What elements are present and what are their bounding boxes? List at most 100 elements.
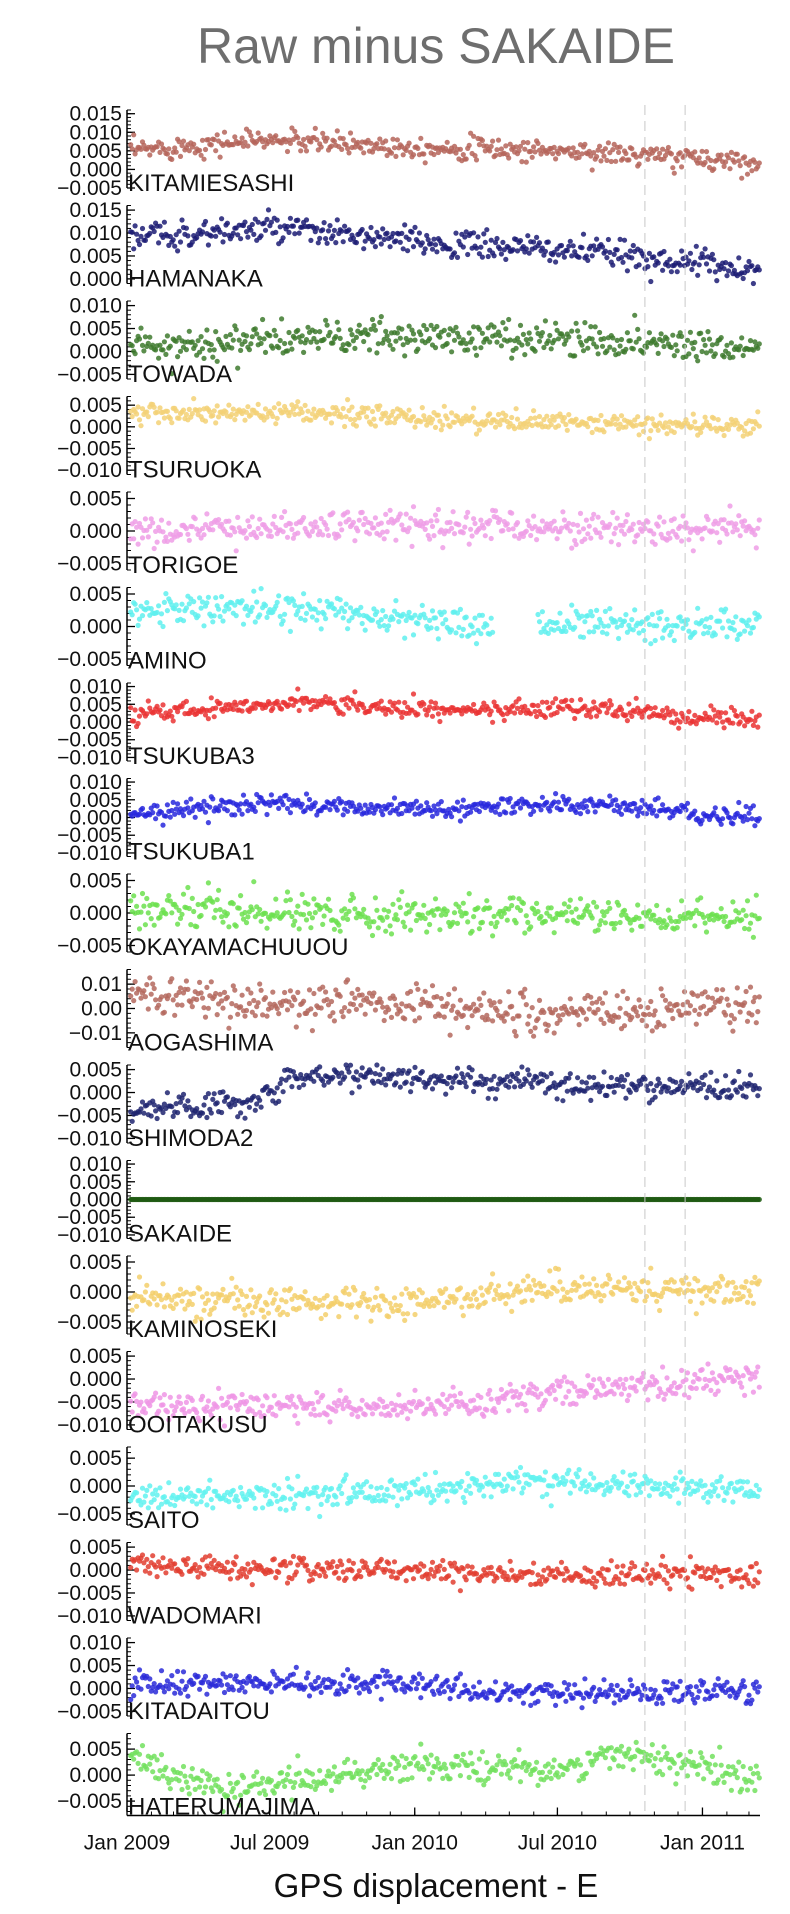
data-point [150, 981, 156, 987]
data-point [604, 157, 610, 163]
data-point [381, 236, 387, 243]
data-point [734, 527, 740, 533]
data-point [679, 1078, 685, 1084]
data-point [249, 604, 255, 611]
data-point [506, 316, 512, 323]
data-point [753, 1020, 759, 1026]
data-point [523, 1078, 529, 1084]
data-point [331, 700, 337, 706]
data-point [721, 432, 727, 439]
data-point [534, 234, 540, 240]
data-point [408, 988, 414, 995]
data-point [355, 1077, 361, 1083]
data-point [446, 991, 452, 998]
data-point [752, 823, 758, 829]
data-point [708, 157, 714, 164]
data-point [580, 1010, 587, 1016]
data-point [400, 1067, 406, 1074]
data-point [671, 353, 677, 359]
data-point [504, 917, 510, 923]
data-point [752, 339, 758, 345]
data-point [427, 336, 433, 342]
data-point [195, 613, 201, 619]
data-point [597, 709, 603, 715]
data-point [594, 236, 600, 242]
data-point [677, 1083, 683, 1089]
data-point [488, 615, 494, 621]
data-point [598, 534, 604, 540]
data-point [421, 151, 427, 157]
y-tick-label: 0.015 [69, 103, 122, 126]
data-point [605, 900, 612, 906]
data-point [520, 331, 527, 337]
data-point [245, 234, 251, 240]
data-point [623, 1095, 629, 1101]
data-point [219, 521, 225, 527]
y-tick-label: −0.005 [57, 935, 122, 958]
data-point [648, 705, 654, 712]
data-point [517, 805, 524, 811]
data-point [393, 338, 399, 344]
data-point [177, 239, 184, 245]
data-point [744, 171, 751, 177]
data-point [299, 409, 305, 415]
data-point [607, 905, 613, 911]
data-point [485, 1095, 491, 1101]
data-point [192, 342, 198, 348]
data-point [513, 1033, 519, 1039]
data-point [161, 415, 167, 421]
data-point [347, 416, 354, 422]
data-point [545, 1022, 551, 1028]
data-point [481, 525, 487, 531]
data-point [473, 352, 480, 358]
data-point [607, 606, 613, 612]
data-point [328, 420, 335, 426]
data-point [252, 1013, 258, 1019]
data-point [268, 792, 274, 798]
data-point [383, 328, 389, 334]
data-point [199, 229, 206, 235]
data-point [204, 327, 210, 333]
data-point [279, 514, 285, 521]
data-point [289, 402, 295, 408]
data-point [346, 227, 352, 233]
data-point [429, 246, 436, 252]
data-point [755, 724, 761, 730]
data-point [413, 981, 419, 987]
data-point [523, 528, 529, 534]
data-point [334, 807, 340, 813]
data-point [756, 517, 762, 523]
data-point [569, 545, 575, 551]
data-point [415, 145, 421, 151]
data-point [575, 328, 581, 334]
data-point [211, 915, 217, 921]
data-point [383, 711, 389, 717]
data-point [613, 920, 619, 927]
data-point [311, 1078, 317, 1084]
data-point [553, 320, 559, 326]
data-point [534, 900, 540, 907]
data-point [579, 245, 585, 251]
data-point [679, 164, 685, 170]
data-point [211, 347, 217, 353]
data-point [447, 710, 453, 716]
data-point [706, 624, 713, 631]
data-point [607, 249, 613, 255]
data-point [287, 215, 293, 221]
data-point [681, 343, 688, 349]
data-point [136, 926, 143, 932]
data-point [428, 518, 434, 524]
data-point [618, 413, 625, 419]
data-point [432, 615, 439, 621]
data-point [544, 699, 550, 705]
data-point [640, 627, 647, 634]
data-point [487, 148, 493, 154]
data-point [459, 633, 465, 639]
data-point [535, 611, 541, 618]
data-point [497, 246, 503, 252]
data-point [709, 342, 716, 348]
data-point [205, 1005, 211, 1011]
data-point [595, 1006, 601, 1013]
data-point [368, 326, 374, 332]
data-point [588, 324, 594, 330]
